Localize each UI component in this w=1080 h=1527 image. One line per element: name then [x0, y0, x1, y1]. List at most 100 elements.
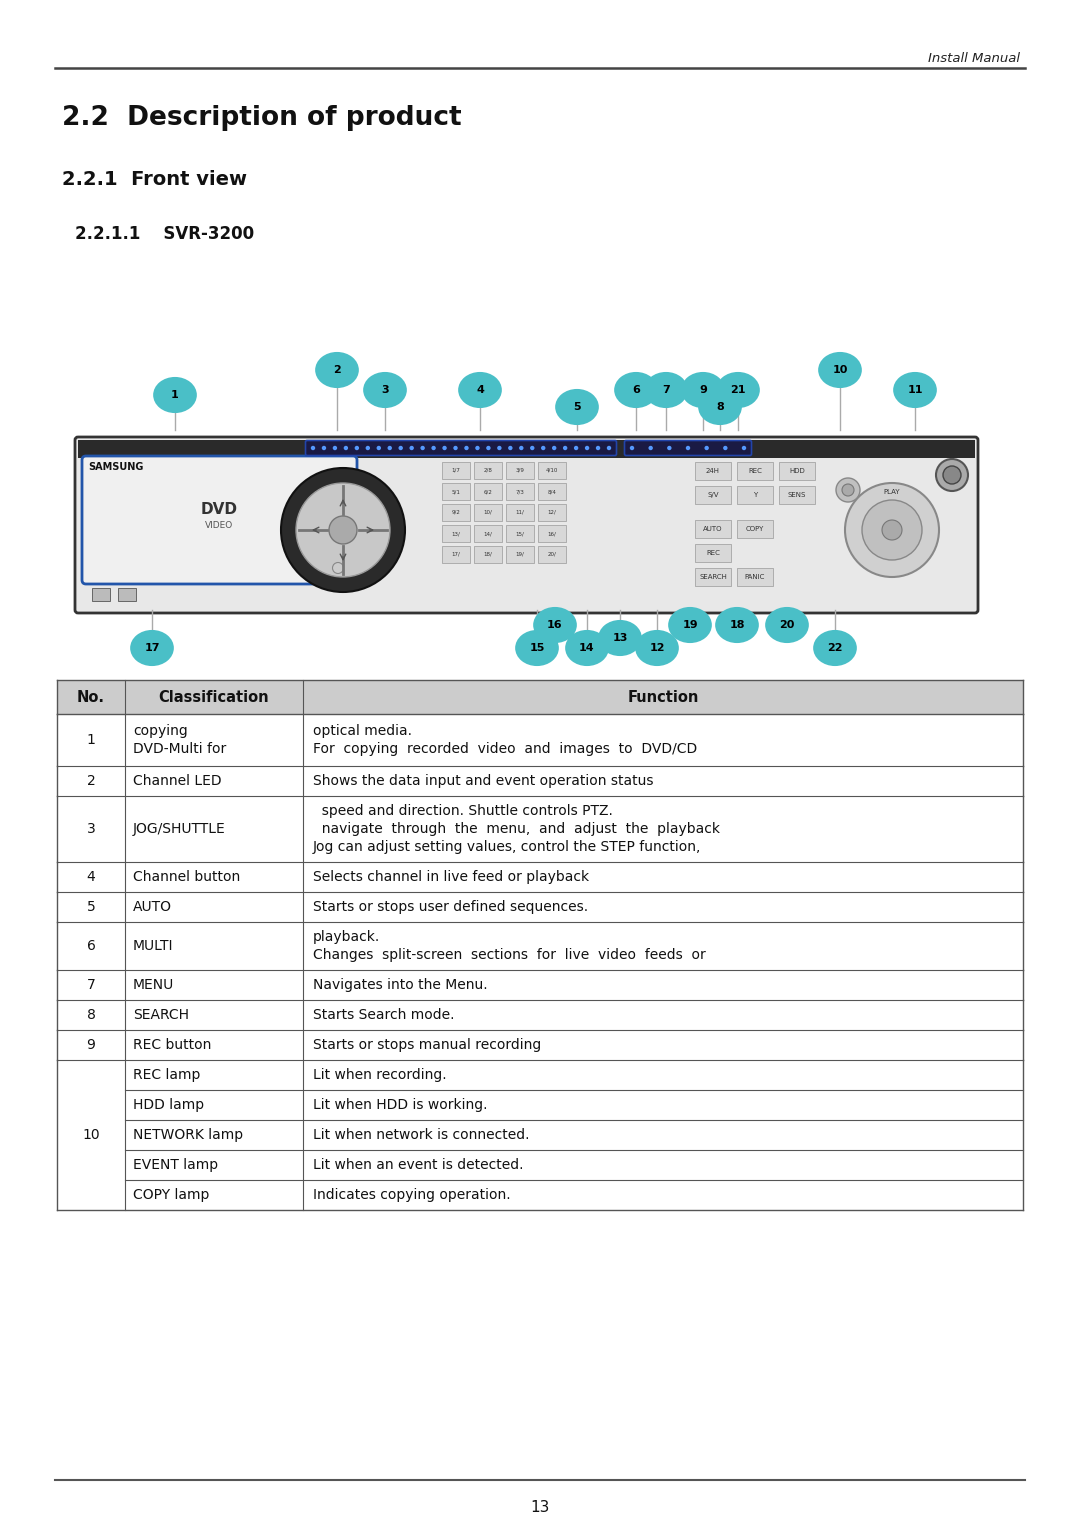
Ellipse shape — [153, 377, 197, 412]
Text: 24H: 24H — [706, 467, 720, 473]
Text: REC: REC — [748, 467, 761, 473]
Text: 17/: 17/ — [451, 551, 460, 557]
Text: 19/: 19/ — [515, 551, 525, 557]
Circle shape — [329, 516, 357, 544]
Circle shape — [388, 446, 392, 450]
Bar — [507, 463, 534, 479]
Text: copying: copying — [133, 724, 188, 738]
Text: REC button: REC button — [133, 1038, 212, 1052]
Bar — [779, 486, 815, 504]
Bar — [474, 483, 502, 499]
Text: 7/3: 7/3 — [515, 489, 525, 495]
Bar — [474, 504, 502, 521]
Text: 16/: 16/ — [548, 531, 556, 536]
Text: SEARCH: SEARCH — [699, 574, 727, 580]
Text: Starts Search mode.: Starts Search mode. — [313, 1008, 455, 1022]
Ellipse shape — [598, 620, 642, 657]
Text: For  copying  recorded  video  and  images  to  DVD/CD: For copying recorded video and images to… — [313, 742, 698, 756]
Text: HDD: HDD — [789, 467, 805, 473]
Text: 3: 3 — [381, 385, 389, 395]
Bar — [442, 525, 470, 542]
Ellipse shape — [555, 389, 598, 425]
Circle shape — [377, 446, 381, 450]
Text: Lit when recording.: Lit when recording. — [313, 1067, 447, 1083]
Bar — [737, 463, 773, 479]
Ellipse shape — [315, 351, 359, 388]
Circle shape — [943, 466, 961, 484]
Text: 6: 6 — [86, 939, 95, 953]
Text: 9: 9 — [86, 1038, 95, 1052]
Ellipse shape — [698, 389, 742, 425]
Bar — [57, 796, 1023, 863]
Ellipse shape — [716, 373, 760, 408]
Circle shape — [842, 484, 854, 496]
Circle shape — [541, 446, 545, 450]
Ellipse shape — [813, 631, 856, 666]
Bar — [538, 463, 566, 479]
Bar — [538, 504, 566, 521]
Text: 10: 10 — [82, 1128, 99, 1142]
Text: 11: 11 — [907, 385, 922, 395]
Bar — [474, 547, 502, 563]
Text: Jog can adjust setting values, control the STEP function,: Jog can adjust setting values, control t… — [313, 840, 701, 854]
Text: SENS: SENS — [787, 492, 806, 498]
Ellipse shape — [534, 606, 577, 643]
Text: Channel button: Channel button — [133, 870, 240, 884]
Text: 6: 6 — [632, 385, 640, 395]
Bar — [737, 486, 773, 504]
Circle shape — [443, 446, 447, 450]
Bar — [507, 547, 534, 563]
Circle shape — [845, 483, 939, 577]
Bar — [78, 440, 975, 458]
Text: 2: 2 — [333, 365, 341, 376]
Circle shape — [667, 446, 672, 450]
Text: 6/2: 6/2 — [484, 489, 492, 495]
Text: Indicates copying operation.: Indicates copying operation. — [313, 1188, 511, 1202]
Ellipse shape — [515, 631, 558, 666]
Circle shape — [475, 446, 480, 450]
Ellipse shape — [765, 606, 809, 643]
Text: 2.2.1  Front view: 2.2.1 Front view — [62, 169, 247, 189]
Text: PLAY: PLAY — [883, 489, 901, 495]
Bar — [442, 483, 470, 499]
Bar — [57, 1000, 1023, 1031]
Text: 2.2  Description of product: 2.2 Description of product — [62, 105, 461, 131]
Circle shape — [648, 446, 653, 450]
Text: Lit when network is connected.: Lit when network is connected. — [313, 1128, 529, 1142]
Circle shape — [343, 446, 348, 450]
Text: 11/: 11/ — [515, 510, 525, 515]
Text: 4/10: 4/10 — [545, 467, 558, 473]
Bar — [442, 504, 470, 521]
Text: 1: 1 — [171, 389, 179, 400]
Circle shape — [311, 446, 315, 450]
Bar — [92, 588, 110, 602]
Circle shape — [742, 446, 746, 450]
Text: 18/: 18/ — [484, 551, 492, 557]
Circle shape — [333, 562, 343, 574]
Text: 22: 22 — [827, 643, 842, 654]
Circle shape — [420, 446, 424, 450]
FancyBboxPatch shape — [624, 440, 752, 455]
Text: 8: 8 — [716, 402, 724, 412]
Bar — [507, 504, 534, 521]
Text: 9: 9 — [699, 385, 707, 395]
Ellipse shape — [615, 373, 658, 408]
Bar — [57, 922, 1023, 970]
Text: DVD-Multi for: DVD-Multi for — [133, 742, 226, 756]
Bar — [57, 767, 1023, 796]
Text: Starts or stops manual recording: Starts or stops manual recording — [313, 1038, 541, 1052]
Circle shape — [936, 460, 968, 492]
Text: Function: Function — [627, 690, 699, 704]
Circle shape — [281, 467, 405, 592]
Circle shape — [630, 446, 634, 450]
FancyBboxPatch shape — [82, 457, 357, 583]
Text: 13/: 13/ — [451, 531, 460, 536]
Circle shape — [431, 446, 436, 450]
Circle shape — [596, 446, 600, 450]
Text: No.: No. — [77, 690, 105, 704]
Circle shape — [882, 521, 902, 541]
Text: speed and direction. Shuttle controls PTZ.: speed and direction. Shuttle controls PT… — [313, 805, 612, 818]
Text: 5: 5 — [86, 899, 95, 915]
Text: 12/: 12/ — [548, 510, 556, 515]
Circle shape — [724, 446, 728, 450]
